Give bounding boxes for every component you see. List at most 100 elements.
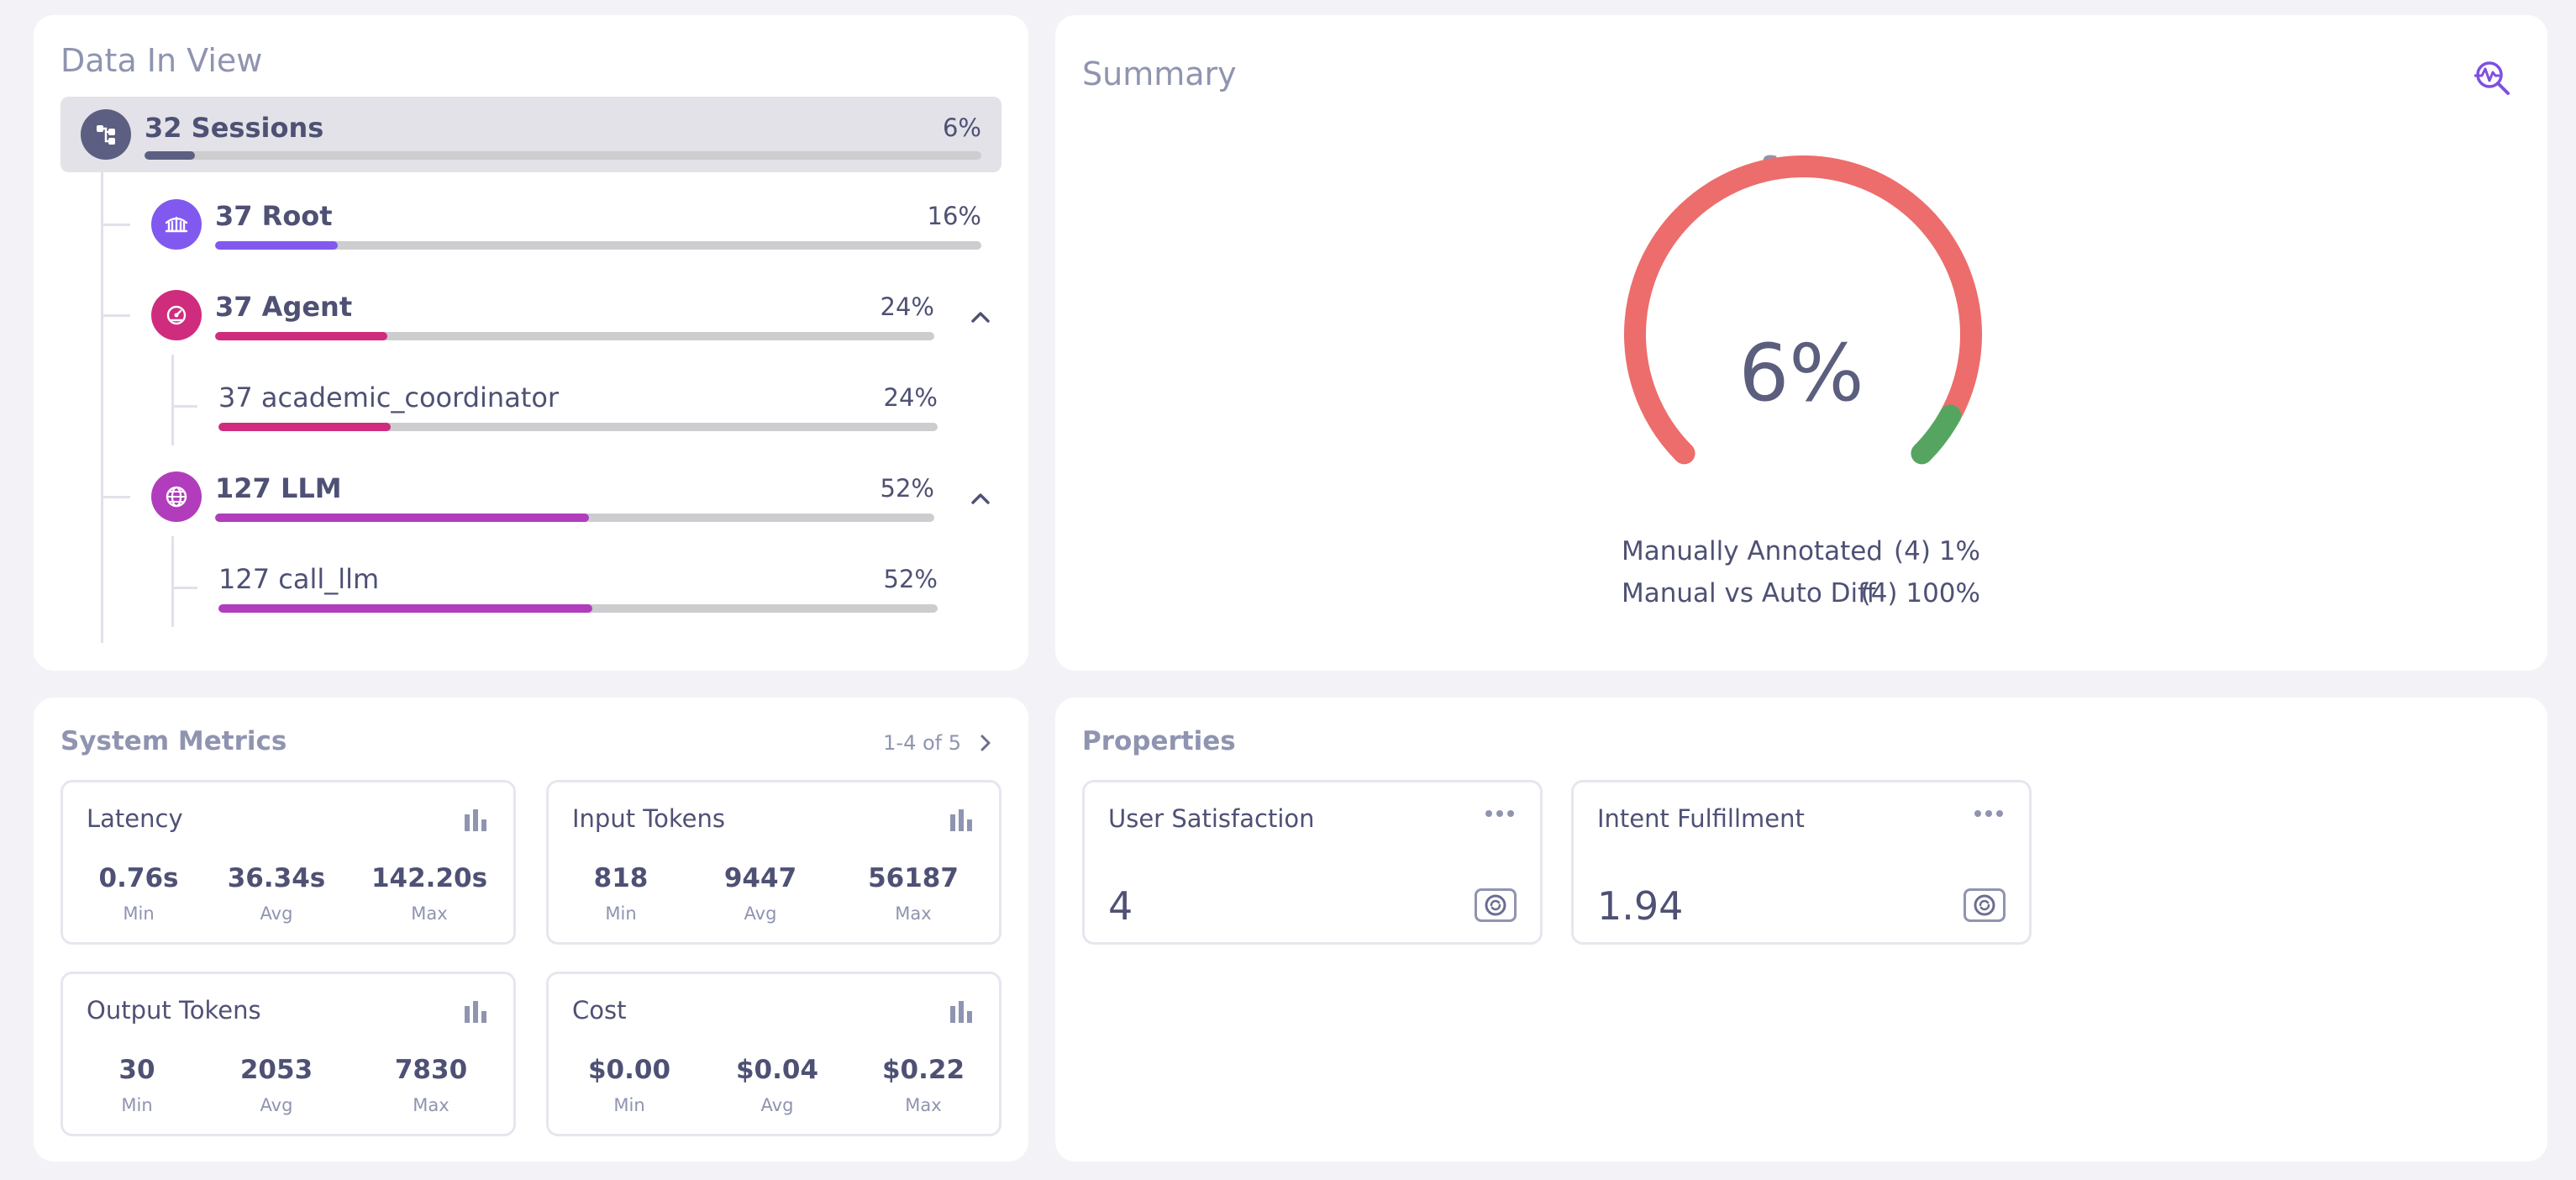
pager-label: 1-4 of 5 — [883, 731, 961, 755]
root-label: 37 Root — [215, 200, 333, 232]
agent-bar — [215, 332, 934, 340]
agent-label: 37 Agent — [215, 291, 353, 323]
tile-title: Intent Fulfillment — [1597, 804, 1805, 833]
llm-bar-fill — [215, 514, 590, 522]
tree-line-agent — [171, 355, 174, 445]
sessions-bar-fill — [145, 151, 195, 160]
tile-title: User Satisfaction — [1108, 804, 1315, 833]
stat-min-value: 30 — [118, 1055, 155, 1085]
tree-branch-academic — [174, 405, 197, 408]
stat-max-value: $0.22 — [881, 1055, 965, 1085]
property-tile-user-satisfaction[interactable]: User Satisfaction 4 — [1082, 780, 1543, 945]
stat-max-label: Max — [413, 1095, 449, 1115]
call-llm-bar-fill — [218, 604, 593, 613]
agent-icon — [151, 290, 202, 340]
academic-coordinator-pct: 24% — [883, 383, 938, 412]
stat-avg-value: 36.34s — [227, 863, 326, 893]
llm-pct: 52% — [880, 474, 934, 503]
stat-avg-label: Avg — [744, 903, 777, 924]
summary-card: Summary Score 6% Manually Annotated (4) … — [1055, 15, 2547, 671]
metric-tile-input-tokens[interactable]: Input Tokens 818 Min 9447 Avg 56187 Max — [546, 780, 1001, 945]
stat-max-value: 7830 — [394, 1055, 468, 1085]
stat-min-label: Min — [121, 1095, 153, 1115]
tree-line-main — [101, 172, 103, 643]
stat-min-value: 0.76s — [98, 863, 179, 893]
stat-min-label: Min — [605, 903, 637, 924]
stat-avg-value: $0.04 — [735, 1055, 819, 1085]
manual-vs-auto-value: (4) 100% — [1860, 578, 1980, 608]
root-bar-fill — [215, 241, 338, 250]
tree-branch-llm — [103, 496, 130, 498]
manually-annotated-label: Manually Annotated — [1622, 536, 1883, 566]
sessions-bar — [145, 151, 981, 160]
stat-max-label: Max — [905, 1095, 942, 1115]
metrics-pager: 1-4 of 5 — [883, 731, 995, 755]
properties-title: Properties — [1082, 726, 1236, 756]
score-value: 6% — [1738, 328, 1864, 419]
chevron-right-icon[interactable] — [976, 734, 995, 752]
property-tile-intent-fulfillment[interactable]: Intent Fulfillment 1.94 — [1571, 780, 2032, 945]
bar-chart-icon[interactable] — [463, 999, 488, 1023]
call-llm-label: 127 call_llm — [218, 563, 380, 595]
search-pulse-icon[interactable] — [2472, 57, 2514, 99]
gauge-arc-score — [1911, 404, 1962, 465]
stat-avg-label: Avg — [760, 1095, 794, 1115]
stat-min-label: Min — [123, 903, 155, 924]
tree-line-llm — [171, 536, 174, 627]
bar-chart-icon[interactable] — [949, 808, 974, 831]
more-icon[interactable] — [1485, 808, 1515, 819]
bar-chart-icon[interactable] — [949, 999, 974, 1023]
stat-max-label: Max — [895, 903, 932, 924]
stat-avg-value: 2053 — [239, 1055, 313, 1085]
property-value: 4 — [1108, 883, 1133, 929]
tree-branch-callllm — [174, 587, 197, 589]
agent-pct: 24% — [880, 292, 934, 321]
sessions-row[interactable]: 32 Sessions 6% — [60, 97, 1001, 172]
auto-eval-icon[interactable] — [1964, 888, 2006, 922]
system-metrics-title: System Metrics — [60, 726, 287, 756]
stat-min-value: $0.00 — [587, 1055, 671, 1085]
llm-bar — [215, 514, 934, 522]
tile-title: Input Tokens — [572, 804, 725, 833]
stat-avg-label: Avg — [260, 903, 293, 924]
stat-max-value: 56187 — [868, 863, 959, 893]
properties-card: Properties User Satisfaction 4 Intent Fu… — [1055, 698, 2547, 1162]
root-bar — [215, 241, 981, 250]
data-in-view-title: Data In View — [60, 42, 263, 79]
score-gauge — [1624, 155, 1982, 465]
more-icon[interactable] — [1974, 808, 2004, 819]
auto-eval-icon[interactable] — [1475, 888, 1517, 922]
chevron-up-icon[interactable] — [968, 486, 993, 511]
academic-coordinator-bar — [218, 423, 938, 431]
bridge-icon — [151, 199, 202, 250]
metric-tile-cost[interactable]: Cost $0.00 Min $0.04 Avg $0.22 Max — [546, 972, 1001, 1136]
tree-branch-root — [103, 224, 130, 226]
globe-icon — [151, 471, 202, 522]
manually-annotated-value: (4) 1% — [1894, 536, 1980, 566]
system-metrics-card: System Metrics 1-4 of 5 Latency 0.76s Mi… — [34, 698, 1028, 1162]
tile-title: Cost — [572, 996, 627, 1025]
bar-chart-icon[interactable] — [463, 808, 488, 831]
academic-coordinator-bar-fill — [218, 423, 392, 431]
hierarchy-icon — [81, 109, 131, 160]
summary-title: Summary — [1082, 55, 1237, 92]
stat-min-value: 818 — [593, 863, 649, 893]
data-in-view-card: Data In View 32 Sessions 6% 37 Root 16% … — [34, 15, 1028, 671]
root-pct: 16% — [927, 202, 981, 230]
stat-max-label: Max — [411, 903, 448, 924]
agent-bar-fill — [215, 332, 388, 340]
llm-label: 127 LLM — [215, 472, 342, 504]
stat-min-label: Min — [613, 1095, 645, 1115]
chevron-up-icon[interactable] — [968, 304, 993, 329]
sessions-pct: 6% — [942, 113, 981, 142]
tree-branch-agent — [103, 314, 130, 317]
property-value: 1.94 — [1597, 883, 1684, 929]
metric-tile-output-tokens[interactable]: Output Tokens 30 Min 2053 Avg 7830 Max — [60, 972, 516, 1136]
call-llm-bar — [218, 604, 938, 613]
stat-avg-value: 9447 — [723, 863, 797, 893]
academic-coordinator-label: 37 academic_coordinator — [218, 382, 560, 414]
manual-vs-auto-label: Manual vs Auto Diff — [1622, 578, 1876, 608]
metric-tile-latency[interactable]: Latency 0.76s Min 36.34s Avg 142.20s Max — [60, 780, 516, 945]
stat-avg-label: Avg — [260, 1095, 293, 1115]
call-llm-pct: 52% — [883, 565, 938, 593]
